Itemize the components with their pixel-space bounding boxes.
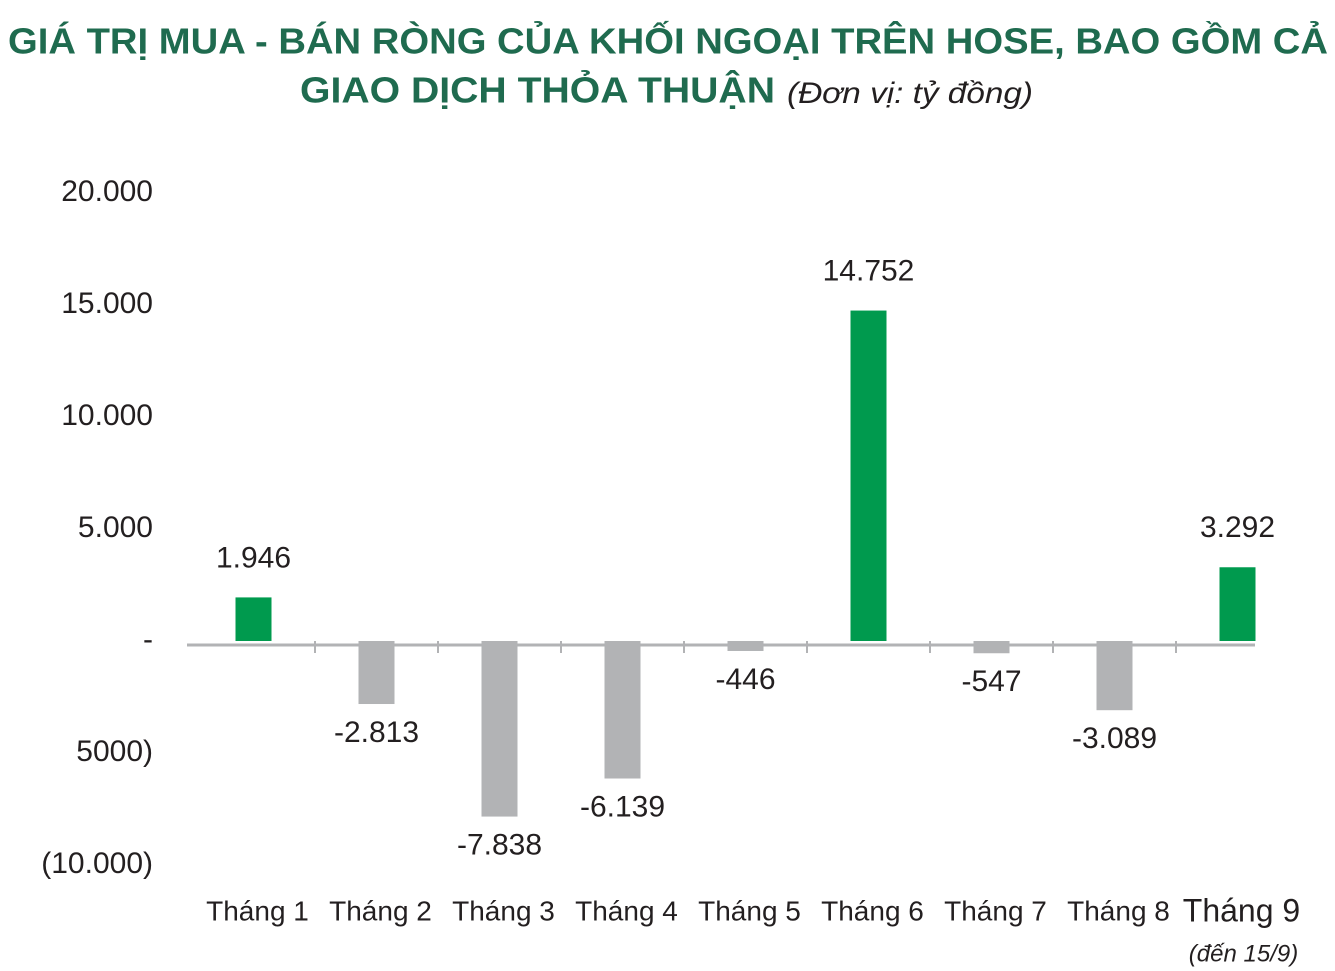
x-tick-label: Tháng 6	[821, 895, 924, 926]
bar	[727, 641, 764, 651]
bar	[1096, 641, 1133, 711]
value-label: -446	[715, 663, 775, 696]
value-label: -6.139	[580, 790, 665, 823]
y-tick-label: -	[143, 623, 153, 656]
x-tick-note: (đến 15/9)	[1189, 940, 1298, 967]
y-tick-label: (10.000)	[41, 847, 153, 880]
chart-title: GIÁ TRỊ MUA - BÁN RÒNG CỦA KHỐI NGOẠI TR…	[8, 20, 1328, 62]
x-tick-label: Tháng 9	[1183, 892, 1300, 928]
x-tick-label: Tháng 8	[1067, 895, 1170, 926]
x-tick-label: Tháng 3	[452, 895, 555, 926]
bar	[235, 597, 272, 641]
x-tick-label: Tháng 2	[329, 895, 432, 926]
x-tick-label: Tháng 7	[944, 895, 1047, 926]
y-tick-label: 15.000	[61, 287, 153, 320]
chart-title: GIAO DỊCH THỎA THUẬN	[300, 69, 775, 111]
value-label: -7.838	[457, 828, 542, 861]
value-label: -547	[961, 665, 1021, 698]
bar	[973, 641, 1010, 654]
y-tick-label: 20.000	[61, 175, 153, 208]
y-tick-label: 5000)	[76, 735, 153, 768]
y-tick-label: 10.000	[61, 399, 153, 432]
bar	[1219, 567, 1256, 641]
x-tick-label: Tháng 4	[575, 895, 678, 926]
value-label: 1.946	[216, 541, 291, 574]
value-label: -2.813	[334, 716, 419, 749]
y-tick-label: 5.000	[78, 511, 153, 544]
value-label: -3.089	[1072, 722, 1157, 755]
x-tick-label: Tháng 1	[206, 895, 309, 926]
value-label: 14.752	[823, 254, 915, 287]
bar	[604, 641, 641, 779]
value-label: 3.292	[1200, 511, 1275, 544]
chart-subtitle: (Đơn vị: tỷ đồng)	[787, 77, 1033, 110]
bar	[358, 641, 395, 705]
bar	[481, 641, 518, 817]
x-tick-label: Tháng 5	[698, 895, 801, 926]
bar	[850, 310, 887, 641]
